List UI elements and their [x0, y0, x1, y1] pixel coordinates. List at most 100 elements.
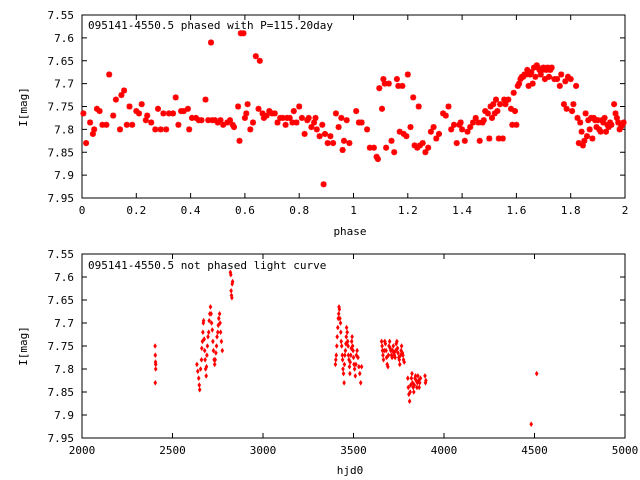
data-point — [352, 107, 361, 116]
data-point — [321, 129, 329, 138]
data-point — [292, 118, 301, 127]
data-point — [619, 118, 628, 127]
data-point — [429, 123, 438, 132]
data-point — [334, 123, 343, 132]
data-point — [153, 380, 158, 386]
data-point — [423, 373, 427, 379]
x-tick-label: 0 — [79, 204, 86, 217]
data-point — [215, 334, 219, 340]
data-point — [407, 398, 412, 404]
data-point — [109, 111, 118, 120]
data-point — [583, 132, 591, 141]
data-point — [339, 338, 343, 345]
data-point — [588, 134, 597, 143]
data-point — [441, 111, 450, 120]
x-tick-label: 1 — [350, 204, 357, 217]
data-point — [311, 113, 320, 122]
x-tick-label: 2500 — [159, 444, 186, 457]
data-point — [568, 107, 577, 116]
data-point — [562, 104, 571, 113]
data-point — [384, 347, 388, 354]
data-point — [197, 382, 202, 388]
data-point — [111, 95, 120, 104]
data-point — [125, 102, 134, 111]
data-point — [350, 334, 354, 340]
data-point — [329, 139, 338, 148]
data-point — [323, 139, 332, 148]
data-point — [345, 329, 349, 335]
phased-chart-ticks: 0 0.2 0.4 0.6 0.8 1 1.2 1.4 1.6 1.8 2 7.55 7.6 7.65 7.… — [48, 9, 629, 217]
y-tick-label: 7.95 — [48, 192, 75, 205]
x-tick-label: 4500 — [521, 444, 548, 457]
data-point — [342, 361, 347, 368]
data-point — [169, 109, 177, 118]
data-point — [402, 132, 411, 141]
data-point — [339, 343, 344, 349]
x-tick-label: 3500 — [340, 444, 367, 457]
data-point — [335, 343, 339, 349]
data-point — [315, 132, 324, 141]
data-point — [197, 116, 206, 125]
y-tick-label: 7.9 — [54, 409, 74, 422]
data-point — [345, 139, 354, 148]
data-point — [217, 311, 222, 317]
y-tick-label: 7.7 — [54, 78, 74, 91]
y-tick-label: 7.7 — [54, 317, 74, 330]
data-point — [384, 79, 393, 88]
data-point — [334, 357, 338, 363]
data-point — [337, 113, 346, 122]
data-point — [512, 120, 521, 129]
x-tick-label: 2000 — [69, 444, 96, 457]
data-point — [197, 386, 202, 393]
data-point — [342, 380, 346, 386]
data-point — [95, 107, 104, 116]
data-point — [373, 155, 382, 164]
x-tick-label: 1.8 — [561, 204, 581, 217]
data-point — [143, 111, 152, 120]
x-tick-label: 0.8 — [289, 204, 309, 217]
data-point — [162, 125, 171, 134]
data-point — [153, 352, 158, 358]
data-point — [348, 370, 352, 377]
x-tick-label: 1.4 — [452, 204, 472, 217]
data-point — [281, 120, 290, 129]
unphased-chart-xlabel: hjd0 — [337, 464, 364, 477]
data-point — [610, 100, 619, 109]
phased-chart: 0 0.2 0.4 0.6 0.8 1 1.2 1.4 1.6 1.8 2 7.55 7.6 7.65 7.… — [17, 9, 628, 238]
y-tick-label: 7.95 — [48, 432, 75, 445]
data-point — [458, 125, 467, 134]
data-point — [203, 357, 207, 363]
data-point — [120, 86, 129, 95]
data-point — [479, 116, 488, 125]
data-point — [412, 389, 416, 395]
data-point — [219, 338, 224, 345]
unphased-chart-title: 095141-4550.5 not phased light curve — [88, 259, 326, 272]
data-point — [336, 324, 340, 331]
data-point — [210, 327, 215, 333]
y-tick-label: 7.6 — [54, 271, 74, 284]
data-point — [344, 334, 349, 340]
data-point — [211, 338, 215, 345]
data-point — [406, 375, 410, 381]
data-point — [435, 129, 443, 138]
phased-chart-frame — [81, 14, 626, 199]
x-tick-label: 3000 — [250, 444, 277, 457]
data-point — [399, 343, 404, 349]
data-point — [235, 136, 244, 145]
data-point — [358, 380, 363, 386]
y-tick-label: 7.85 — [48, 146, 75, 159]
data-point — [153, 366, 158, 372]
data-point — [347, 363, 352, 370]
data-point — [534, 370, 539, 377]
data-point — [343, 347, 348, 354]
data-point — [460, 136, 469, 145]
data-point — [338, 320, 343, 326]
data-point — [340, 136, 348, 145]
data-point — [417, 384, 421, 391]
data-point — [195, 361, 199, 368]
data-point — [341, 366, 345, 372]
data-point — [390, 148, 399, 157]
data-point — [381, 357, 386, 363]
data-point — [572, 81, 581, 90]
